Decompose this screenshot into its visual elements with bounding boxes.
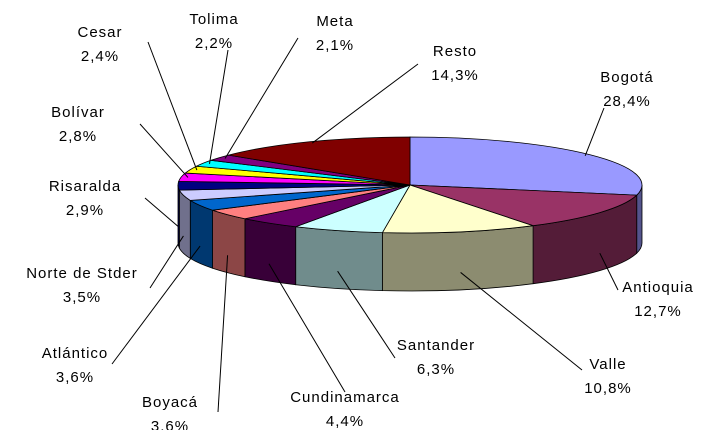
- slice-label: Atlántico: [42, 345, 109, 362]
- slice: [381, 184, 534, 234]
- slice-value: 3,5%: [63, 289, 101, 306]
- leader-line: [311, 63, 419, 144]
- slice-label: Antioquia: [622, 279, 694, 296]
- slice-label: Cundinamarca: [290, 389, 400, 406]
- leader-line: [584, 107, 605, 156]
- slice-label: Santander: [397, 337, 475, 354]
- slice-label: Resto: [433, 43, 477, 60]
- leader-line: [111, 245, 201, 365]
- leader-line: [337, 270, 396, 359]
- slice-side: [212, 209, 246, 278]
- slice: [409, 184, 638, 227]
- slice-value: 28,4%: [603, 93, 651, 110]
- slice-side: [244, 218, 297, 286]
- slice-label: Meta: [316, 13, 353, 30]
- leader-line: [149, 235, 184, 289]
- slice-value: 12,7%: [634, 303, 682, 320]
- slice-value: 2,9%: [66, 202, 104, 219]
- leader-line: [144, 197, 179, 227]
- leader-line: [599, 252, 619, 291]
- slice-label: Norte de Stder: [26, 265, 138, 282]
- slice-side: [636, 184, 643, 255]
- slice-value: 4,4%: [326, 413, 364, 430]
- slice-label: Risaralda: [49, 178, 121, 195]
- slice-label: Bolívar: [51, 104, 105, 121]
- leader-line: [208, 49, 229, 164]
- slice-value: 3,6%: [151, 418, 189, 430]
- slice: [409, 136, 643, 196]
- slice-label: Tolima: [189, 11, 238, 28]
- leader-line: [147, 41, 198, 171]
- leader-line: [268, 263, 346, 393]
- leader-line: [217, 255, 229, 413]
- slice-side: [295, 226, 383, 292]
- slice-side: [189, 199, 213, 269]
- slice-label: Valle: [589, 356, 626, 373]
- slice-value: 6,3%: [417, 361, 455, 378]
- slice-value: 14,3%: [431, 67, 479, 84]
- leader-line: [139, 123, 189, 178]
- slice-value: 2,8%: [59, 128, 97, 145]
- labels: Bogotá 28,4% Antioquia 12,7% Valle 10,8% Santa…: [26, 11, 694, 430]
- slice-value: 2,2%: [195, 35, 233, 52]
- slice-value: 2,1%: [316, 37, 354, 54]
- tops: [177, 136, 643, 234]
- slice-value: 10,8%: [584, 380, 632, 397]
- leader-line: [224, 37, 299, 159]
- slice-side: [381, 225, 534, 292]
- slice-label: Boyacá: [142, 394, 198, 411]
- slice-value: 2,4%: [81, 48, 119, 65]
- leader-line: [460, 272, 583, 371]
- slice-label: Bogotá: [600, 69, 654, 86]
- slice-side: [178, 189, 191, 260]
- slice-label: Cesar: [77, 24, 122, 41]
- slice-value: 3,6%: [56, 369, 94, 386]
- slice: [228, 136, 411, 186]
- slice-side: [177, 184, 180, 249]
